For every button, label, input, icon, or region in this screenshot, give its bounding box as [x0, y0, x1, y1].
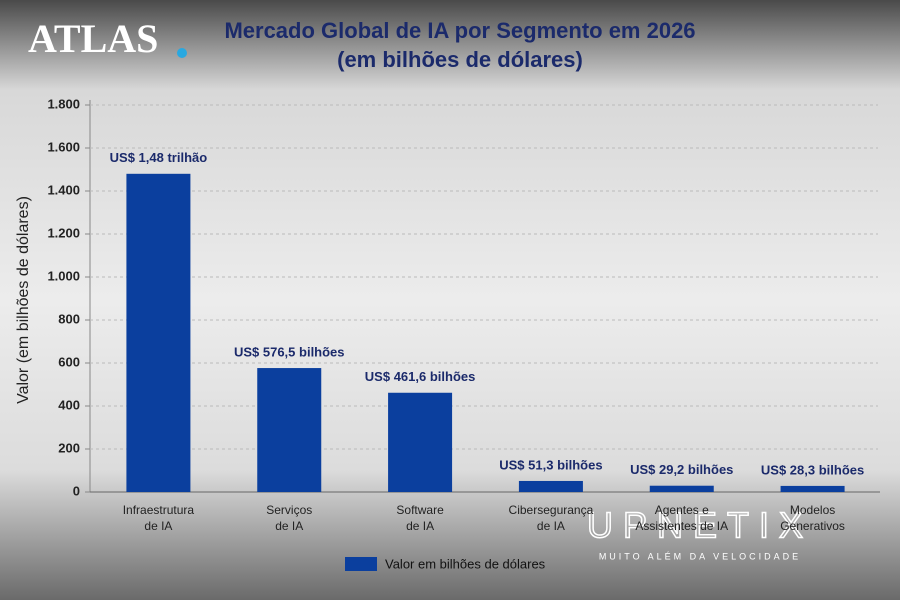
data-label: US$ 29,2 bilhões — [630, 462, 733, 477]
data-label: US$ 51,3 bilhões — [499, 457, 602, 472]
watermark-tagline: MUITO ALÉM DA VELOCIDADE — [599, 551, 801, 561]
bar — [518, 480, 583, 492]
bar — [388, 392, 453, 492]
y-tick-label: 1.000 — [47, 268, 80, 283]
x-tick-label: Infraestrutura de IA — [122, 503, 195, 533]
data-label: US$ 1,48 trilhão — [110, 150, 208, 165]
x-tick-label: Modelos Generativos — [780, 503, 845, 533]
y-tick-label: 1.800 — [47, 96, 80, 111]
y-tick-label: 1.200 — [47, 225, 80, 240]
y-axis-label: Valor (em bilhões de dólares) — [15, 196, 32, 404]
logo-dot — [177, 48, 187, 58]
x-tick-label: Cibersegurança de IA — [508, 503, 594, 533]
bar — [126, 173, 191, 493]
x-tick-label: Serviços de IA — [266, 503, 313, 533]
data-label: US$ 461,6 bilhões — [365, 369, 476, 384]
chart-subtitle: (em bilhões de dólares) — [337, 47, 583, 72]
bar — [780, 485, 845, 492]
data-label: US$ 576,5 bilhões — [234, 344, 345, 359]
y-tick-label: 200 — [58, 440, 80, 455]
chart-title: Mercado Global de IA por Segmento em 202… — [224, 18, 695, 43]
y-tick-label: 400 — [58, 397, 80, 412]
legend-label: Valor em bilhões de dólares — [385, 556, 546, 571]
x-tick-label: Software de IA — [396, 503, 444, 533]
x-tick-label: Agentes e Assistentes de IA — [635, 503, 729, 533]
bar — [257, 368, 322, 492]
y-tick-label: 1.400 — [47, 182, 80, 197]
legend-swatch — [345, 557, 377, 571]
y-tick-label: 0 — [73, 483, 80, 498]
logo: ATLAS — [28, 16, 158, 61]
y-tick-label: 600 — [58, 354, 80, 369]
y-tick-label: 800 — [58, 311, 80, 326]
bar — [649, 485, 714, 492]
data-label: US$ 28,3 bilhões — [761, 462, 864, 477]
y-tick-label: 1.600 — [47, 139, 80, 154]
watermark: UPNETIX — [587, 505, 813, 546]
